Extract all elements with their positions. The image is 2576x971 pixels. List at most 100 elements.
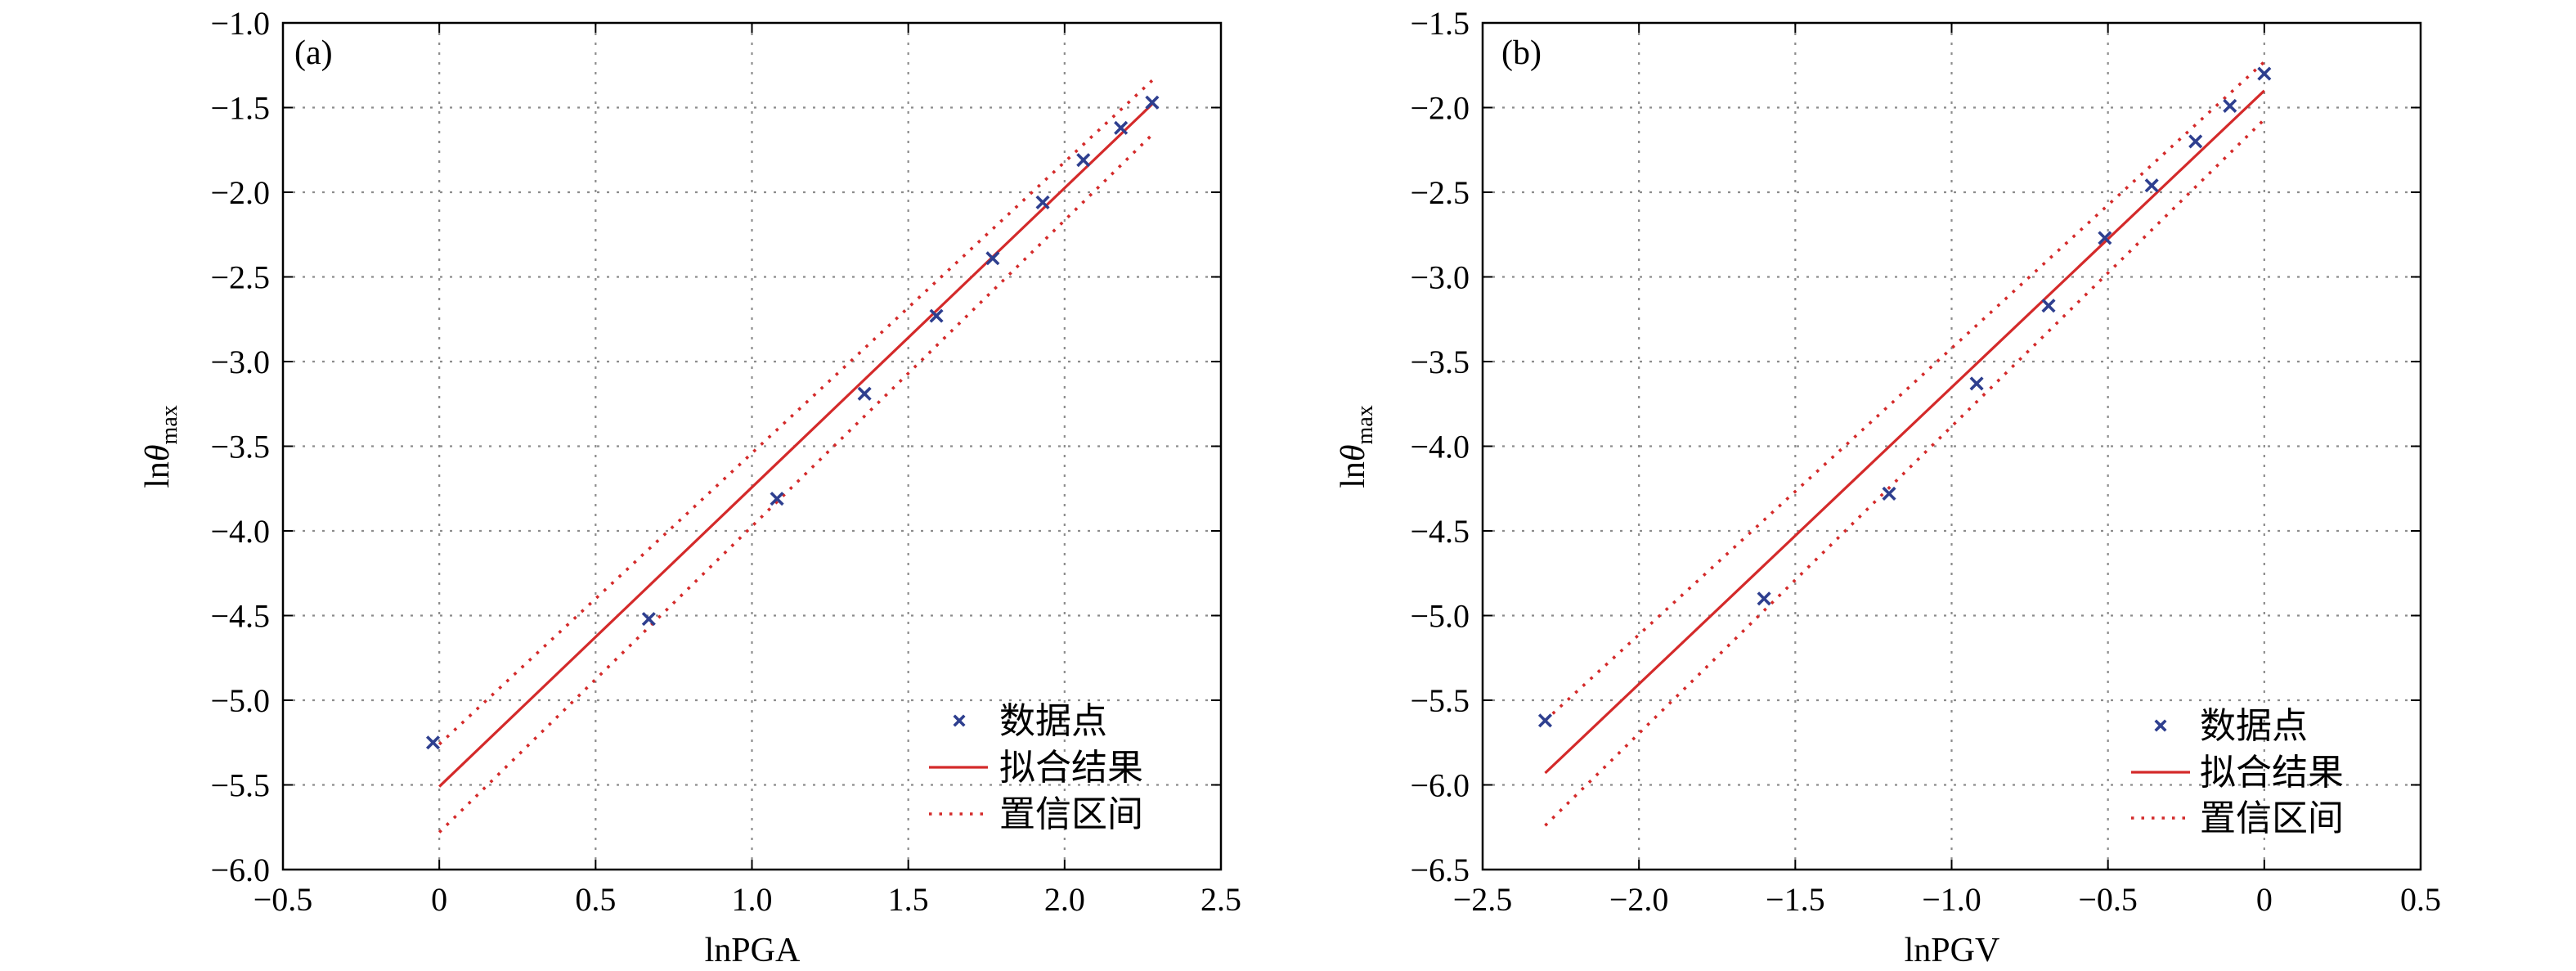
legend-b: 数据点 拟合结果 置信区间 [2131, 705, 2344, 839]
legend-swatch-points-b [2154, 719, 2167, 732]
data-point-stroke-a [1114, 120, 1129, 135]
panel-a: −0.5 0 0.5 1.0 1.5 2.0 2.5 −6.0 −5.5 −5.0 −4.5 −4.0… [139, 5, 1241, 969]
x-tick-label-a: 1.5 [888, 881, 929, 918]
data-point-stroke-a [425, 735, 441, 750]
x-tick-label-a: 2.0 [1044, 881, 1085, 918]
data-point-b [1969, 376, 1984, 391]
data-point-a [1145, 95, 1160, 110]
data-point-b [2257, 66, 2272, 81]
data-point-stroke-b [2257, 66, 2272, 81]
y-axis-title-b: lnθmax [1335, 405, 1378, 488]
y-tick-label-b: −5.5 [1410, 682, 1470, 719]
data-point-b [2144, 178, 2159, 193]
data-point-stroke-a [985, 251, 1000, 266]
legend-label-ci-a: 置信区间 [999, 793, 1143, 835]
data-point-stroke-b [2188, 134, 2203, 149]
data-point-stroke-a [641, 612, 656, 627]
series-a [425, 79, 1160, 834]
grid-b [1483, 23, 2421, 870]
x-tick-label-b: −2.0 [1609, 881, 1669, 918]
data-point-a [985, 251, 1000, 266]
legend-label-points-b: 数据点 [2200, 705, 2308, 747]
data-point-a [1035, 195, 1050, 209]
x-tick-label-b: −2.5 [1453, 881, 1513, 918]
data-point-stroke-b [2041, 299, 2056, 313]
x-axis-title-b: lnPGV [1905, 932, 2000, 969]
tick-marks-a [282, 22, 1222, 870]
y-tick-label-a: −1.0 [210, 5, 270, 42]
legend-label-points-a: 数据点 [999, 700, 1107, 742]
y-tick-label-b: −3.5 [1410, 344, 1470, 380]
y-tick-label-a: −2.5 [210, 259, 270, 296]
data-point-stroke-a [1076, 153, 1091, 168]
y-tick-label-a: −4.0 [210, 513, 270, 550]
data-point-b [2223, 98, 2237, 113]
y-tick-label-b: −2.5 [1410, 174, 1470, 211]
y-tick-label-a: −5.0 [210, 682, 270, 719]
y-axis-title-symbol-a: θ [139, 444, 177, 461]
y-axis-title-subscript-b: max [1353, 405, 1378, 444]
ci-lower-line-a [438, 133, 1154, 834]
y-tick-label-b: −1.5 [1410, 5, 1470, 42]
data-point-stroke-b [2223, 98, 2237, 113]
legend-swatch-points-a [953, 714, 966, 727]
tick-marks-b [1482, 22, 2421, 870]
data-point-stroke-b [2144, 178, 2159, 193]
data-point-stroke-b [1757, 591, 1771, 606]
series-b [1537, 61, 2272, 827]
ci-upper-line-a [438, 79, 1154, 746]
x-tick-label-a: 1.0 [732, 881, 773, 918]
x-tick-label-a: 0 [431, 881, 447, 918]
data-point-a [1114, 120, 1129, 135]
x-tick-label-b: −0.5 [2078, 881, 2138, 918]
x-tick-label-a: −0.5 [254, 881, 313, 918]
y-tick-label-b: −3.0 [1410, 259, 1470, 296]
x-tick-label-b: 0 [2256, 881, 2273, 918]
x-tick-label-b: −1.0 [1922, 881, 1981, 918]
data-point-b [1537, 713, 1553, 728]
data-point-b [1757, 591, 1771, 606]
data-point-stroke-b [1537, 713, 1553, 728]
x-axis-title-a: lnPGA [705, 932, 801, 969]
x-tick-label-b: −1.5 [1766, 881, 1825, 918]
data-point-stroke-a [857, 386, 872, 401]
data-point-b [2041, 299, 2056, 313]
y-axis-title-symbol-b: θ [1335, 444, 1372, 461]
fit-line-b [1544, 89, 2265, 775]
y-tick-label-b: −4.0 [1410, 429, 1470, 465]
fit-line-a [438, 103, 1153, 788]
y-tick-label-a: −2.0 [210, 174, 270, 211]
y-tick-label-a: −3.5 [210, 429, 270, 465]
data-point-a [929, 308, 944, 323]
data-point-stroke-b [1882, 486, 1896, 501]
legend-label-fit-b: 拟合结果 [2200, 752, 2344, 793]
tick-labels-b: −2.5 −2.0 −1.5 −1.0 −0.5 0 0.5 −6.5 −6.0 −5.5 −5.0… [1410, 5, 2441, 918]
y-tick-label-b: −6.0 [1410, 767, 1470, 804]
data-point-b [2188, 134, 2203, 149]
x-tick-label-b: 0.5 [2400, 881, 2441, 918]
data-point-stroke-b [1969, 376, 1984, 391]
data-point-stroke-a [1145, 95, 1160, 110]
x-tick-label-a: 0.5 [575, 881, 616, 918]
data-point-stroke-b [2098, 231, 2112, 245]
y-axis-title-subscript-a: max [157, 405, 182, 444]
data-point-b [2098, 231, 2112, 245]
y-axis-title-base-b: ln [1335, 461, 1372, 488]
data-point-b [1882, 486, 1896, 501]
y-tick-label-a: −4.5 [210, 598, 270, 635]
ci-lower-line-b [1544, 118, 2266, 827]
legend-label-ci-b: 置信区间 [2200, 798, 2344, 839]
y-tick-label-b: −4.5 [1410, 513, 1470, 550]
data-point-a [641, 612, 656, 627]
y-axis-title-a: lnθmax [139, 405, 182, 488]
panel-label-a: (a) [294, 34, 333, 72]
data-point-stroke-a [770, 492, 784, 506]
x-tick-label-a: 2.5 [1200, 881, 1241, 918]
y-axis-title-base-a: ln [139, 461, 177, 488]
data-point-a [857, 386, 872, 401]
legend-label-fit-a: 拟合结果 [999, 747, 1143, 789]
y-tick-label-a: −3.0 [210, 344, 270, 380]
y-tick-label-b: −5.0 [1410, 598, 1470, 635]
panel-b: −2.5 −2.0 −1.5 −1.0 −0.5 0 0.5 −6.5 −6.0 −5.5 −5.0… [1335, 5, 2441, 969]
